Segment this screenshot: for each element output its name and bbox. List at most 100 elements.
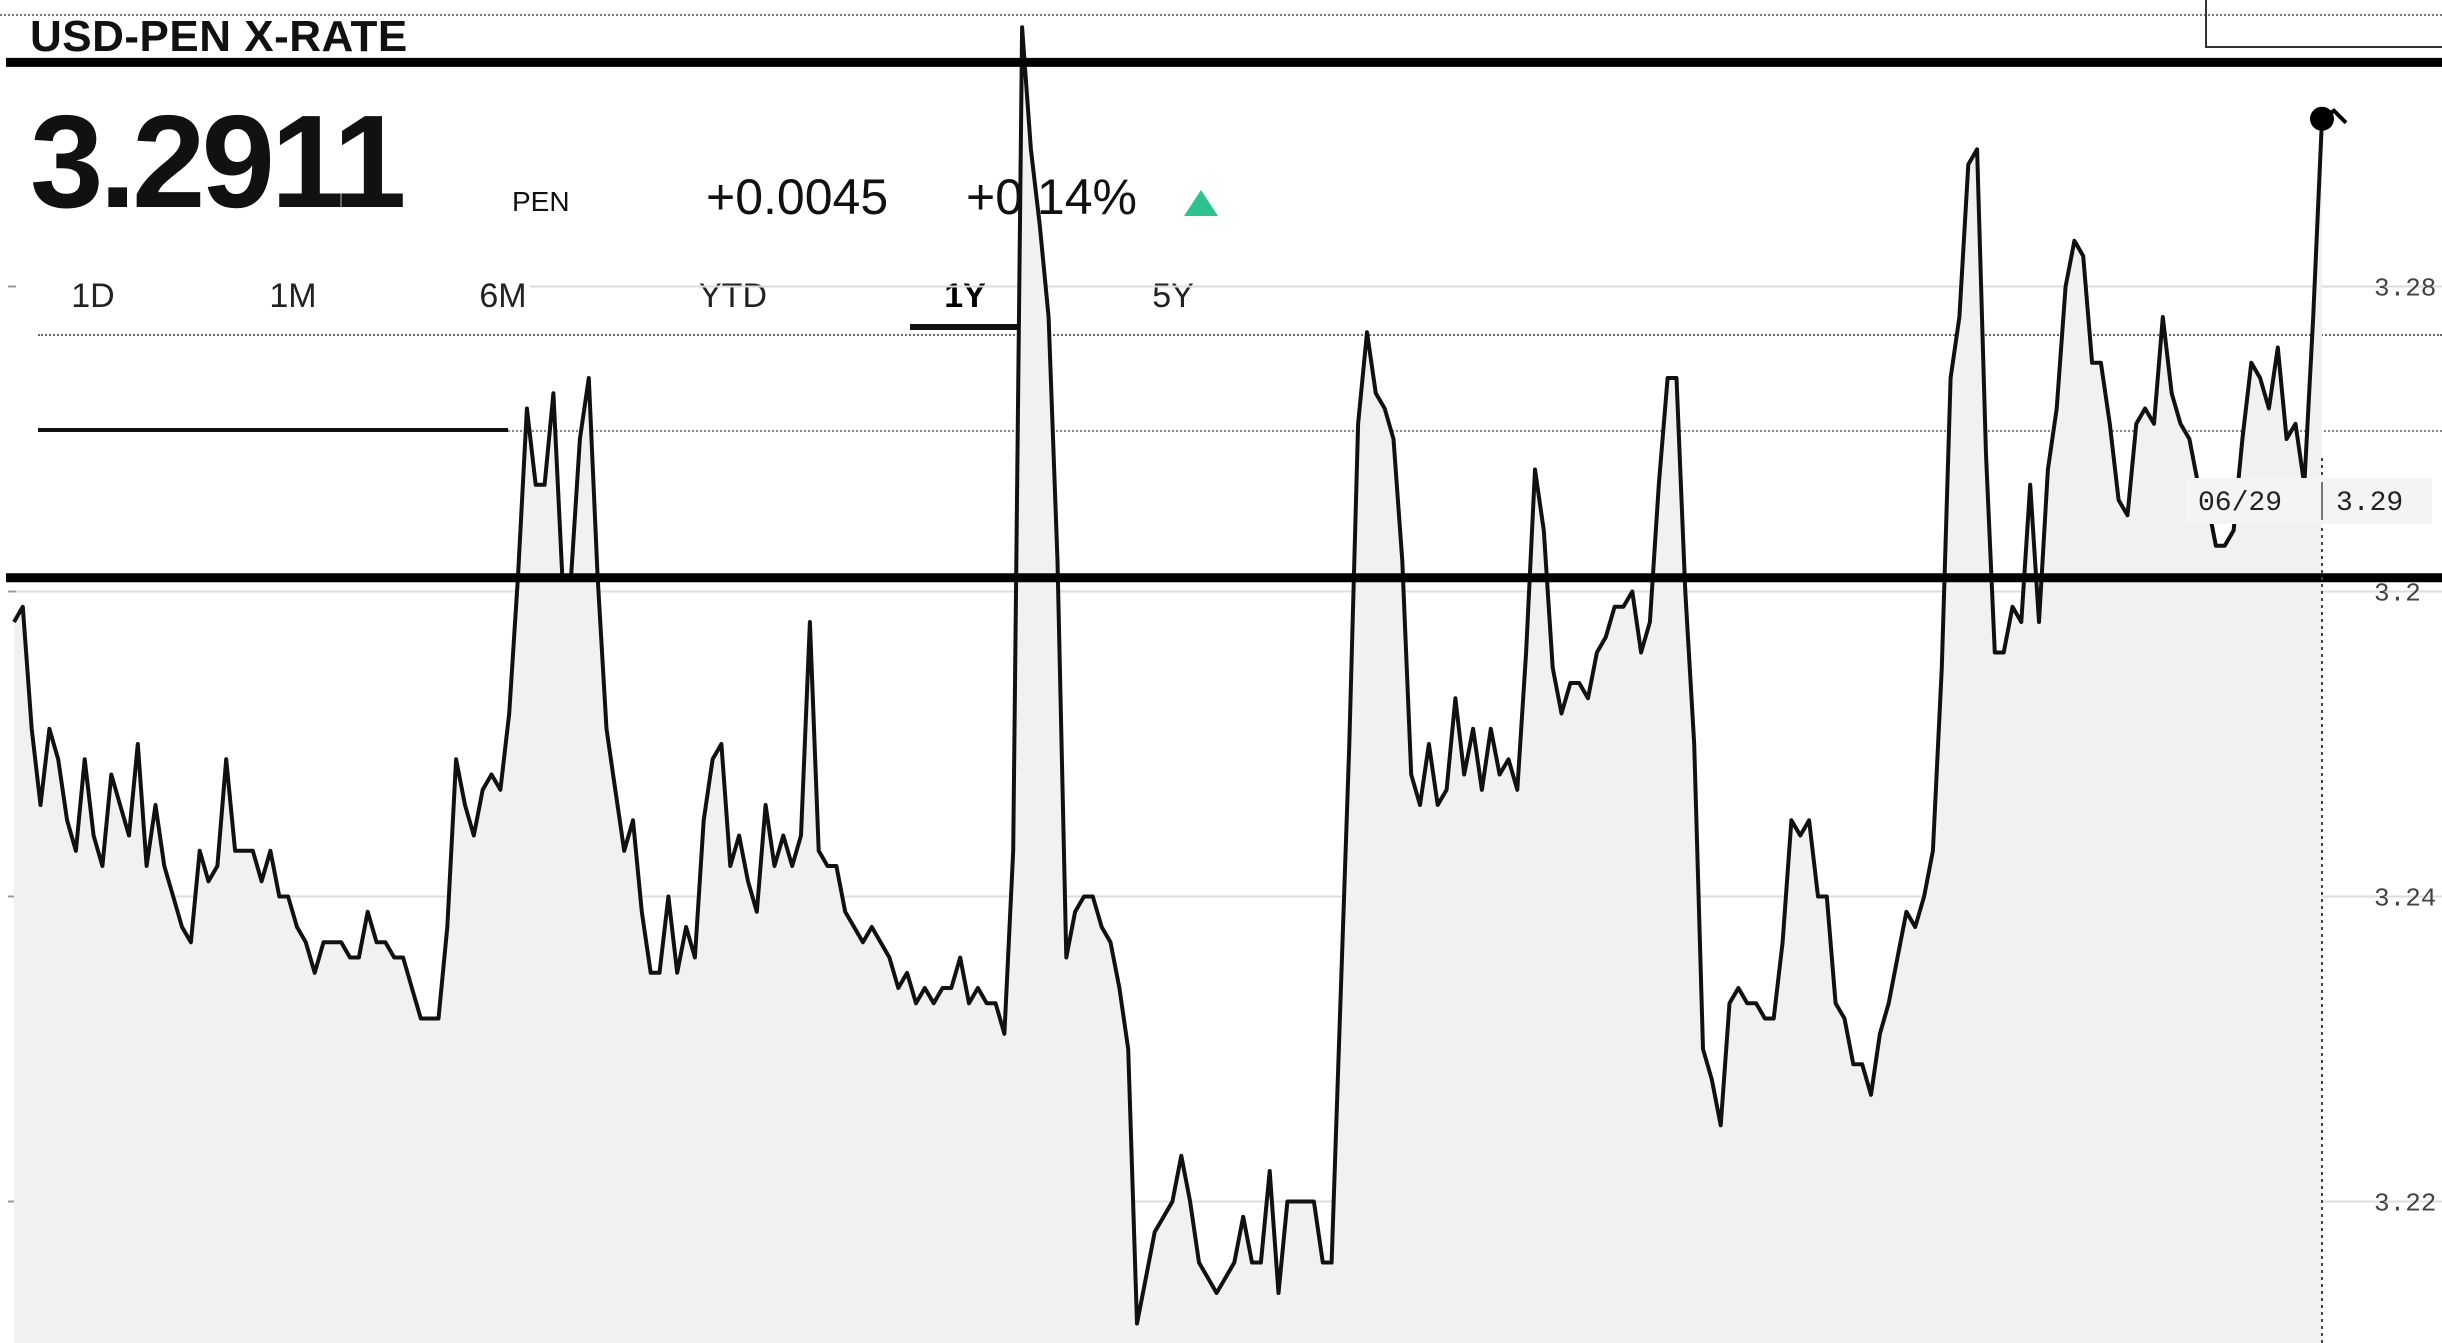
- data-point: [2214, 544, 2217, 547]
- data-point: [605, 727, 608, 730]
- data-point: [1259, 1261, 1262, 1264]
- data-point: [1905, 910, 1908, 913]
- data-point: [1914, 926, 1917, 929]
- data-point: [189, 941, 192, 944]
- data-point: [1268, 1170, 1271, 1173]
- y-tick-label: 3.28: [2374, 274, 2436, 304]
- data-point: [1295, 1200, 1298, 1203]
- data-point: [534, 483, 537, 486]
- data-point: [1896, 956, 1899, 959]
- data-point: [455, 758, 458, 761]
- up-triangle-icon: [1184, 190, 1218, 216]
- data-point: [1091, 895, 1094, 898]
- data-point: [48, 727, 51, 730]
- data-point: [490, 773, 493, 776]
- data-point: [128, 834, 131, 837]
- data-point: [800, 834, 803, 837]
- data-point: [543, 483, 546, 486]
- data-point: [1304, 1200, 1307, 1203]
- data-point: [1870, 1093, 1873, 1096]
- data-point: [393, 956, 396, 959]
- y-tick-label: 3.22: [2374, 1189, 2436, 1219]
- tab-1d[interactable]: 1D: [71, 277, 115, 315]
- data-point: [1454, 697, 1457, 700]
- data-point: [110, 773, 113, 776]
- data-point: [402, 956, 405, 959]
- tab-1m[interactable]: 1M: [269, 277, 317, 315]
- data-point: [1215, 1292, 1218, 1295]
- data-point: [1118, 987, 1121, 990]
- data-point: [349, 956, 352, 959]
- data-point: [1967, 163, 1970, 166]
- data-point: [702, 819, 705, 822]
- data-point: [2029, 483, 2032, 486]
- data-point: [1737, 987, 1740, 990]
- data-point: [1339, 1002, 1342, 1005]
- y-tick-label: 3.24: [2374, 884, 2436, 914]
- data-point: [1144, 1276, 1147, 1279]
- data-point: [1923, 895, 1926, 898]
- data-point: [1931, 849, 1934, 852]
- data-point: [198, 849, 201, 852]
- data-point: [2020, 621, 2023, 624]
- data-point: [207, 880, 210, 883]
- data-point: [2250, 361, 2253, 364]
- series-area: [14, 27, 2322, 1343]
- data-point: [2099, 361, 2102, 364]
- data-point: [225, 758, 228, 761]
- data-point: [1719, 1124, 1722, 1127]
- data-point: [1410, 773, 1413, 776]
- data-point: [861, 941, 864, 944]
- data-point: [1162, 1215, 1165, 1218]
- tab-5y[interactable]: 5Y: [1152, 277, 1194, 315]
- data-point: [1516, 788, 1519, 791]
- data-point: [755, 910, 758, 913]
- data-point: [1224, 1276, 1227, 1279]
- data-point: [331, 941, 334, 944]
- data-point: [870, 926, 873, 929]
- data-point: [1083, 895, 1086, 898]
- data-point: [1419, 804, 1422, 807]
- data-point: [1100, 926, 1103, 929]
- last-point-tail: [2320, 108, 2348, 125]
- data-point: [2091, 361, 2094, 364]
- data-point: [1648, 621, 1651, 624]
- tab-ytd[interactable]: YTD: [699, 277, 767, 315]
- tab-6m[interactable]: 6M: [479, 277, 527, 315]
- data-point: [92, 834, 95, 837]
- data-point: [693, 956, 696, 959]
- data-point: [658, 971, 661, 974]
- data-point: [1728, 1002, 1731, 1005]
- tab-1y[interactable]: 1Y: [910, 270, 1020, 330]
- data-point: [649, 971, 652, 974]
- data-point: [2064, 285, 2067, 288]
- data-point: [242, 849, 245, 852]
- data-point: [1286, 1200, 1289, 1203]
- data-point: [1383, 407, 1386, 410]
- data-point: [711, 758, 714, 761]
- data-point: [959, 956, 962, 959]
- data-point: [1878, 1032, 1881, 1035]
- data-point: [1710, 1078, 1713, 1081]
- data-point: [410, 987, 413, 990]
- data-point: [1047, 316, 1050, 319]
- data-point: [923, 987, 926, 990]
- data-point: [1242, 1215, 1245, 1218]
- data-point: [1463, 773, 1466, 776]
- section-divider: [508, 430, 2442, 432]
- data-point: [428, 1017, 431, 1020]
- data-point: [932, 1002, 935, 1005]
- data-point: [1251, 1261, 1254, 1264]
- data-point: [1560, 712, 1563, 715]
- data-point: [1985, 453, 1988, 456]
- data-point: [1321, 1261, 1324, 1264]
- data-point: [1781, 941, 1784, 944]
- data-point: [313, 971, 316, 974]
- data-point: [57, 758, 60, 761]
- data-point: [1074, 910, 1077, 913]
- data-point: [1887, 1002, 1890, 1005]
- data-point: [1702, 1048, 1705, 1051]
- data-point: [1993, 651, 1996, 654]
- corner-control-box[interactable]: [2205, 0, 2442, 48]
